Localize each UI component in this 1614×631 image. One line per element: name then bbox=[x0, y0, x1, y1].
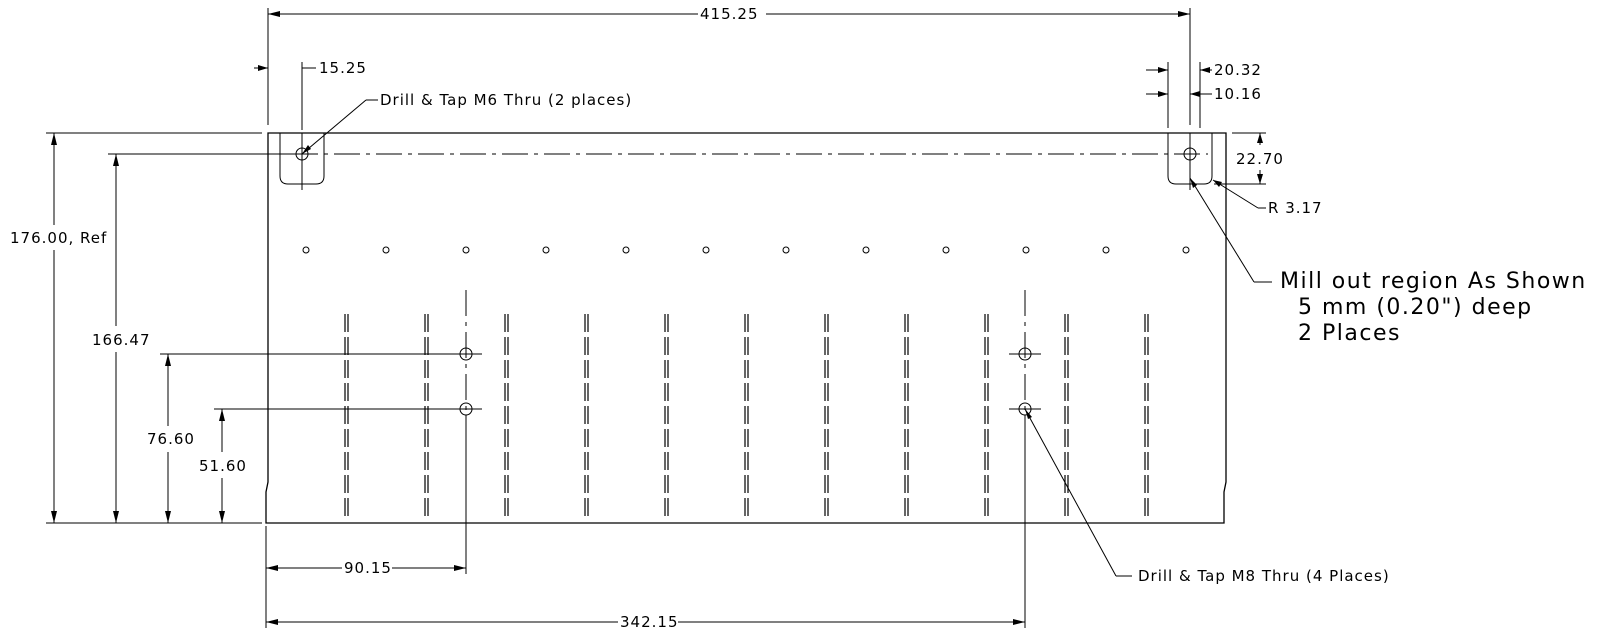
dim-hole-row-height-label: 166.47 bbox=[92, 331, 151, 349]
leader-m8-callout bbox=[1024, 408, 1132, 577]
dim-hole-row-height bbox=[108, 153, 295, 523]
leader-mill-radius bbox=[1212, 179, 1266, 209]
m6-hole-right bbox=[1183, 133, 1197, 190]
dim-overall-height-label: 176.00, Ref bbox=[10, 229, 107, 247]
mill-note-line3: 2 Places bbox=[1298, 321, 1401, 346]
dim-hole-offset-left bbox=[254, 62, 316, 130]
dim-upper-hole-height-label: 76.60 bbox=[147, 430, 195, 448]
dim-mill-radius-label: R 3.17 bbox=[1268, 199, 1323, 217]
dim-mill-offset-right bbox=[1146, 62, 1212, 128]
dim-right-hole-x bbox=[266, 415, 1026, 628]
dim-mill-height bbox=[1214, 132, 1266, 185]
dim-left-hole-x bbox=[265, 415, 467, 628]
mill-note-line1: Mill out region As Shown bbox=[1280, 269, 1587, 294]
dim-overall-height bbox=[46, 132, 262, 524]
dim-mill-offset-outer-label: 20.32 bbox=[1214, 61, 1262, 79]
small-hole-row bbox=[302, 246, 1190, 254]
m6-hole-left bbox=[295, 133, 309, 190]
dim-left-hole-x-label: 90.15 bbox=[344, 559, 392, 577]
dim-upper-hole-height bbox=[160, 353, 460, 523]
dim-overall-width bbox=[267, 8, 1191, 125]
dim-mill-offset-inner-label: 10.16 bbox=[1214, 85, 1262, 103]
part-outline bbox=[265, 132, 1227, 524]
mill-note-line2: 5 mm (0.20") deep bbox=[1298, 295, 1533, 320]
dim-right-hole-x-label: 342.15 bbox=[620, 613, 679, 631]
dim-lower-hole-height-label: 51.60 bbox=[199, 457, 247, 475]
dim-overall-width-label: 415.25 bbox=[700, 5, 759, 23]
leader-mill-note bbox=[1189, 177, 1272, 283]
dim-lower-hole-height bbox=[214, 408, 460, 523]
leader-m6-callout bbox=[301, 99, 378, 155]
m6-callout-text: Drill & Tap M6 Thru (2 places) bbox=[380, 91, 632, 109]
m8-callout-text: Drill & Tap M8 Thru (4 Places) bbox=[1138, 567, 1390, 585]
dim-hole-offset-left-label: 15.25 bbox=[319, 59, 367, 77]
dim-mill-height-label: 22.70 bbox=[1236, 150, 1284, 168]
slot-row bbox=[344, 314, 1149, 520]
